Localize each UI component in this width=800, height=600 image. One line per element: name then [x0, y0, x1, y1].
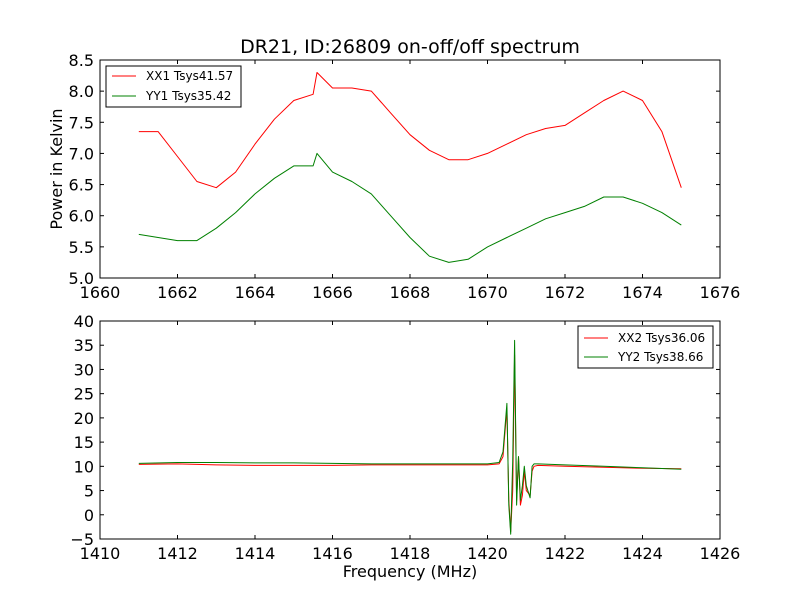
y-tick-label: 0 [84, 506, 94, 525]
series-line-xx2 [138, 354, 682, 533]
bottom-plot-frame [99, 320, 721, 540]
x-tick-label: 1668 [390, 283, 431, 302]
y-tick-label: 15 [74, 433, 94, 452]
x-tick-label: 1674 [622, 283, 663, 302]
x-tick-label: 1418 [390, 544, 431, 563]
y-tick-label: 5 [84, 482, 94, 501]
x-tick-label: 1662 [157, 283, 198, 302]
y-tick-label: 6.0 [69, 207, 94, 226]
y-tick-label: 6.5 [69, 176, 94, 195]
y-tick-label: 10 [74, 457, 94, 476]
bottom-panel: Frequency (MHz) 1410 1412 1414 1416 1418 1420… [70, 312, 740, 581]
series-line-yy1 [138, 152, 682, 263]
y-tick-label: −5 [70, 530, 94, 549]
y-tick-label: 5.0 [69, 269, 94, 288]
x-tick-label: 1410 [80, 544, 121, 563]
bottom-legend: XX2 Tsys36.06 YY2 Tsys38.66 [577, 325, 714, 369]
legend-label-yy1: YY1 Tsys35.42 [145, 89, 231, 103]
x-tick-label: 1424 [622, 544, 663, 563]
y-axis-label: Power in Kelvin [47, 108, 66, 229]
x-tick-label: 1664 [235, 283, 276, 302]
y-tick-label: 8.0 [69, 82, 94, 101]
legend-label-xx1: XX1 Tsys41.57 [146, 69, 233, 83]
chart-title: DR21, ID:26809 on-off/off spectrum [240, 36, 580, 58]
top-plot-frame [99, 59, 721, 279]
y-tick-label: 7.0 [69, 144, 94, 163]
series-line-yy2 [138, 339, 682, 535]
y-tick-label: 35 [74, 336, 94, 355]
top-series-lines [138, 72, 682, 263]
top-legend: XX1 Tsys41.57 YY1 Tsys35.42 [105, 65, 242, 108]
y-tick-label: 7.5 [69, 113, 94, 132]
bottom-legend-box [577, 325, 714, 369]
x-tick-label: 1414 [235, 544, 276, 563]
y-tick-label: 40 [74, 312, 94, 331]
x-tick-label: 1660 [80, 283, 121, 302]
y-tick-label: 5.5 [69, 238, 94, 257]
top-axis-ticks: 1660 1662 1664 1666 1668 1670 1672 1674 1676 5.0 5… [69, 51, 741, 302]
bottom-series-lines [138, 339, 682, 535]
x-tick-label: 1426 [700, 544, 741, 563]
x-tick-label: 1670 [467, 283, 508, 302]
legend-label-xx2: XX2 Tsys36.06 [618, 331, 705, 345]
x-axis-label: Frequency (MHz) [343, 562, 477, 581]
y-tick-label: 20 [74, 409, 94, 428]
legend-label-yy2: YY2 Tsys38.66 [617, 350, 703, 364]
y-tick-label: 25 [74, 385, 94, 404]
x-tick-label: 1412 [157, 544, 198, 563]
y-tick-label: 8.5 [69, 51, 94, 70]
top-panel: DR21, ID:26809 on-off/off spectrum Power… [47, 36, 740, 302]
x-tick-label: 1666 [312, 283, 353, 302]
x-tick-label: 1416 [312, 544, 353, 563]
top-legend-box [105, 65, 242, 108]
x-tick-label: 1672 [545, 283, 586, 302]
x-tick-label: 1422 [545, 544, 586, 563]
bottom-axis-ticks: 1410 1412 1414 1416 1418 1420 1422 1424 1426 −5 0 5… [70, 312, 740, 563]
x-tick-label: 1676 [700, 283, 741, 302]
y-tick-label: 30 [74, 360, 94, 379]
x-tick-label: 1420 [467, 544, 508, 563]
series-line-xx1 [138, 72, 682, 189]
